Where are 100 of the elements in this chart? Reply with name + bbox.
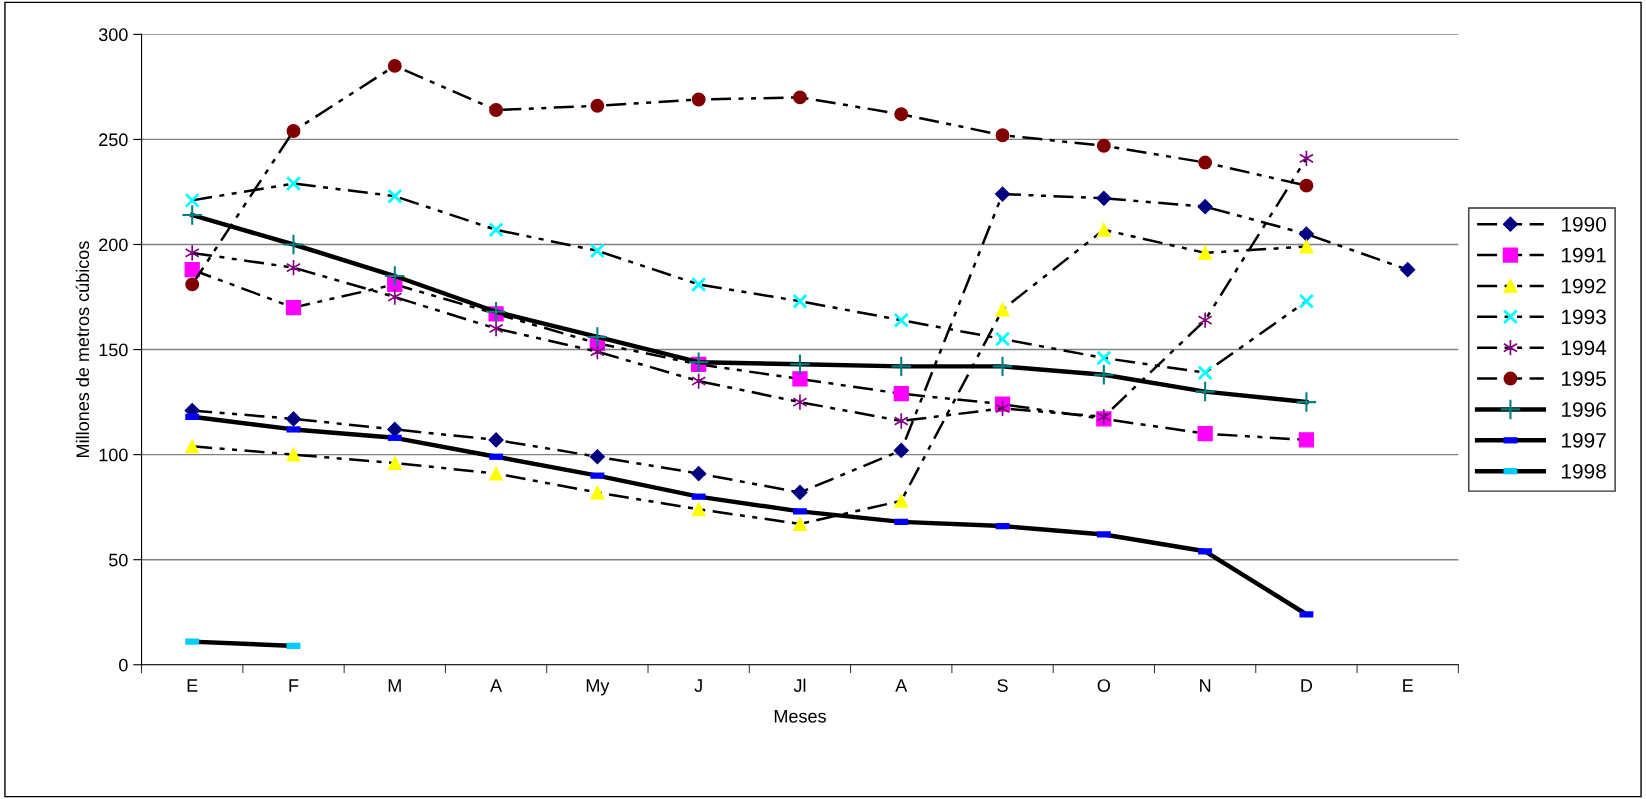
point [586,326,609,348]
point [691,276,707,293]
point [1096,190,1112,206]
x-tick-label: E [187,679,198,692]
point [590,485,605,500]
point [1295,391,1318,413]
x-tick-label: My [586,679,610,696]
x-tick-label: E [1403,679,1413,692]
point [589,243,606,259]
point [185,439,200,454]
point [1198,245,1213,260]
x-tick-label: A [490,679,503,692]
point [687,351,710,373]
x-tick-label: F [289,679,299,692]
legend-label: 1998 [1562,463,1606,479]
point [1298,226,1314,242]
x-tick-label: S [997,679,1008,692]
point [792,484,808,501]
point [1400,262,1416,278]
point [590,98,605,113]
point [994,186,1011,202]
x-tick-label: D [1301,679,1313,692]
point [589,449,605,465]
point [893,386,909,402]
point [488,432,504,448]
point [286,124,301,138]
point [1096,222,1111,237]
point [894,107,909,122]
point [792,393,808,411]
x-tick-label: O [1097,679,1110,692]
point [285,175,302,192]
point [184,262,200,278]
point [387,188,403,204]
point [890,355,913,378]
point [185,277,200,292]
point [1299,178,1314,193]
point [894,493,909,508]
point [285,411,302,427]
point [387,58,402,73]
point [994,331,1011,347]
legend-label: 1994 [1562,340,1607,356]
point [793,517,807,531]
point [286,447,301,462]
legend-label: 1990 [1562,216,1606,232]
point [1096,350,1112,366]
point [1299,239,1314,254]
point [1197,365,1213,381]
point [1298,293,1315,309]
legend-label: 1991 [1562,247,1606,263]
point [489,103,504,117]
point [1198,155,1213,170]
y-axis-title: Millones de metros cúbicos [75,241,90,457]
y-tick-label: 200 [99,238,128,252]
y-tick-label: 50 [109,553,128,567]
point [691,465,707,482]
point [485,300,507,323]
point [488,320,504,338]
point [282,233,305,256]
point [387,421,403,437]
point [1197,311,1213,329]
x-tick-label: N [1200,679,1211,692]
point [1093,364,1115,386]
legend-label: 1997 [1562,433,1606,448]
y-tick-label: 0 [119,658,128,672]
point [991,355,1014,378]
point [184,192,200,209]
legend-label: 1992 [1562,278,1606,294]
point [995,302,1010,317]
x-tick-label: J [694,679,702,692]
x-tick-label: M [388,679,401,692]
point [792,371,808,387]
point [285,299,302,316]
point [181,204,203,226]
legend-label: 1996 [1562,402,1606,417]
point [387,288,403,306]
point [793,90,807,105]
point [387,456,402,470]
point [893,442,909,458]
point [893,412,909,430]
point [488,222,504,238]
point [1194,380,1216,403]
y-tick-label: 150 [99,343,128,357]
x-tick-label: A [895,679,908,692]
point [995,128,1010,143]
x-axis-title: Meses [774,710,826,723]
point [691,502,706,517]
point [1298,432,1315,448]
point [1197,199,1213,215]
point [789,353,811,376]
point [384,265,406,287]
point [1096,138,1111,153]
legend-label: 1995 [1562,371,1606,387]
point [893,312,909,328]
x-tick-label: Jl [793,678,806,692]
point [792,293,808,309]
y-tick-label: 250 [99,133,128,147]
point [1197,425,1213,442]
point [184,244,200,262]
y-tick-label: 300 [98,28,128,42]
point [489,466,504,481]
